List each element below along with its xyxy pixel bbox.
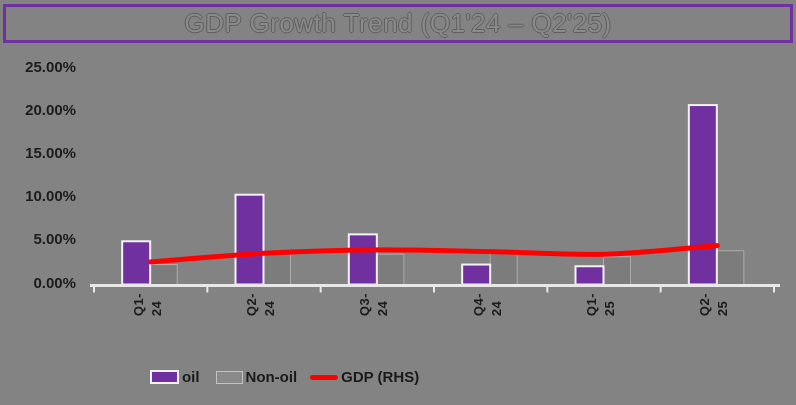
chart-title-banner: GDP Growth Trend (Q1'24 – Q2'25) [3, 4, 793, 43]
legend-item-non-oil: Non-oil [215, 368, 298, 386]
plot-svg [90, 104, 780, 293]
y-axis-label: 0.00% [33, 274, 76, 292]
oil-swatch-icon [150, 370, 179, 384]
non-oil-bar [603, 256, 631, 285]
gdp-line-swatch-icon [310, 374, 339, 380]
oil-bar [121, 240, 152, 286]
legend-non-oil-label: Non-oil [245, 368, 298, 386]
y-axis-label: 5.00% [33, 231, 76, 249]
x-axis-label: Q3-24 [357, 292, 391, 316]
x-axis-label: Q4-24 [470, 292, 504, 316]
oil-bar [687, 104, 718, 286]
oil-bar [574, 265, 605, 286]
gdp-line [148, 243, 720, 265]
legend-item-gdp: GDP (RHS) [310, 369, 419, 386]
non-oil-bar [716, 250, 745, 286]
x-axis-label: Q1-24 [130, 292, 164, 316]
y-axis-label: 25.00% [25, 59, 76, 76]
legend-oil-label: oil [182, 368, 200, 386]
oil-bar [461, 263, 492, 286]
x-axis-label: Q2-25 [697, 292, 731, 316]
y-axis-label: 10.00% [25, 188, 76, 206]
non-oil-bar [489, 252, 518, 286]
legend-item-oil: oil [150, 369, 200, 386]
x-axis-label: Q2-24 [244, 292, 277, 316]
non-oil-bar [376, 253, 405, 286]
oil-bar [347, 233, 378, 286]
non-oil-swatch-icon [215, 370, 243, 384]
non-oil-bar [149, 264, 178, 285]
chart-area: 25.00% 20.00% 15.00% 10.00% 5.00% 0.00% Q1-24… [0, 42, 796, 405]
oil-bar [234, 193, 265, 286]
x-axis-label: Q1-25 [584, 292, 617, 316]
y-axis-label: 15.00% [25, 145, 76, 163]
chart-legend: oil Non-oil GDP (RHS) [150, 367, 419, 387]
legend-gdp-label: GDP (RHS) [341, 368, 420, 386]
chart-title: GDP Growth Trend (Q1'24 – Q2'25) [184, 8, 612, 38]
y-axis-label: 20.00% [25, 102, 76, 120]
non-oil-bar [263, 252, 291, 286]
